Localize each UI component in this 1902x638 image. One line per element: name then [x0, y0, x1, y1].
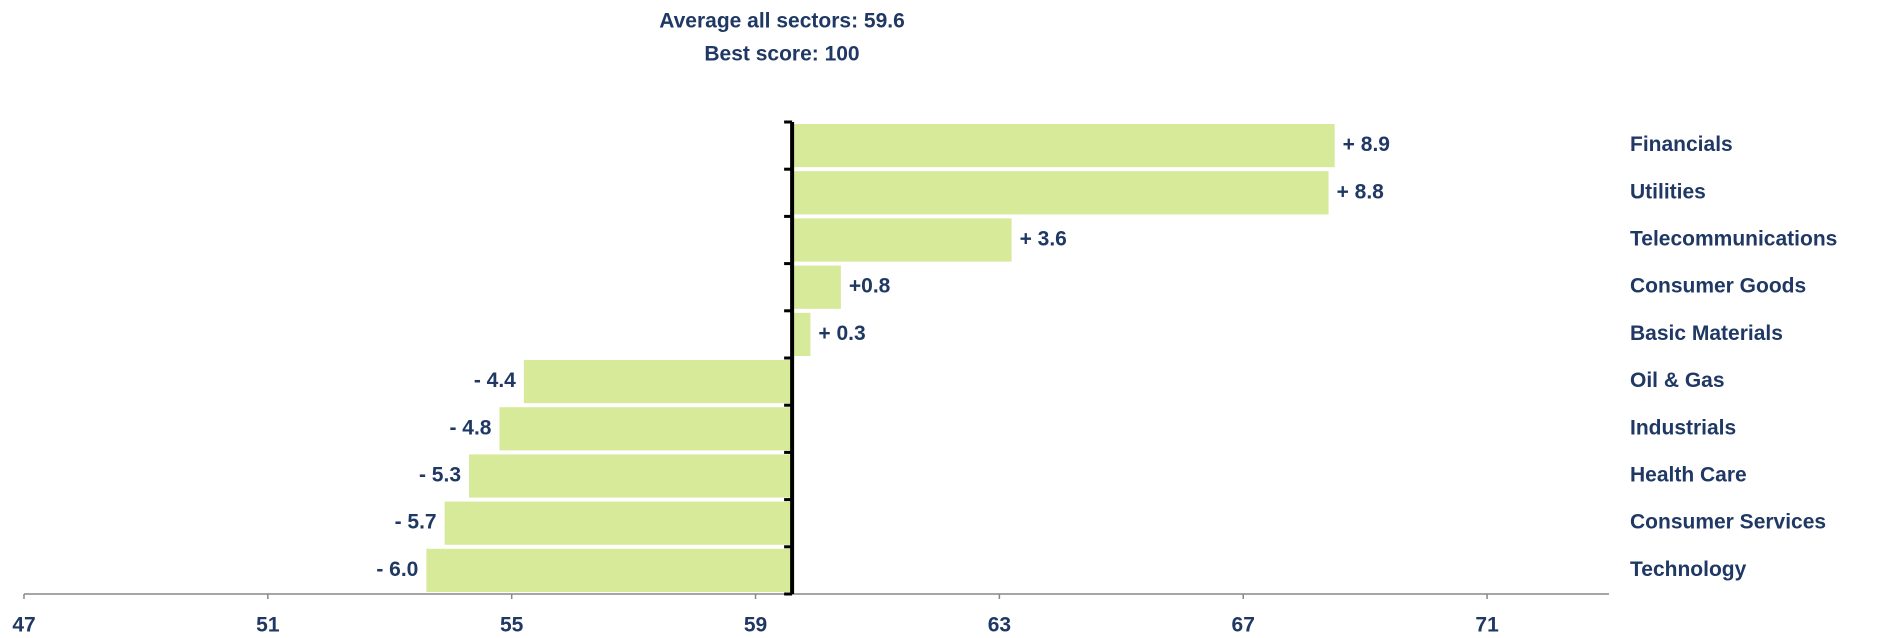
value-label: + 3.6 — [1020, 228, 1067, 251]
x-tick-label: 63 — [988, 614, 1011, 637]
category-label: Basic Materials — [1630, 322, 1783, 345]
value-label: + 8.8 — [1337, 180, 1385, 203]
bar — [469, 454, 793, 498]
category-label: Utilities — [1630, 180, 1706, 203]
category-label: Oil & Gas — [1630, 369, 1725, 392]
bar — [523, 360, 793, 404]
x-tick-label: 71 — [1475, 614, 1499, 637]
value-label: - 4.8 — [449, 416, 491, 439]
bar — [792, 312, 811, 356]
x-tick-label: 59 — [744, 614, 767, 637]
value-label: - 5.3 — [419, 464, 461, 487]
value-label: - 4.4 — [474, 369, 516, 392]
category-label: Technology — [1630, 558, 1747, 581]
category-label: Industrials — [1630, 416, 1736, 439]
bar — [444, 501, 793, 545]
chart-title: Average all sectors: 59.6 — [659, 10, 905, 33]
value-label: +0.8 — [849, 275, 891, 298]
value-label: + 8.9 — [1343, 133, 1390, 156]
bar — [426, 548, 793, 592]
value-label: + 0.3 — [818, 322, 865, 345]
category-label: Consumer Services — [1630, 511, 1826, 534]
x-tick-label: 67 — [1232, 614, 1255, 637]
x-tick-label: 55 — [500, 614, 524, 637]
bar — [792, 218, 1012, 262]
category-label: Health Care — [1630, 464, 1747, 487]
category-label: Financials — [1630, 133, 1733, 156]
bar — [792, 124, 1335, 168]
chart-subtitle: Best score: 100 — [704, 43, 859, 66]
x-tick-label: 47 — [12, 614, 35, 637]
category-label: Consumer Goods — [1630, 275, 1806, 298]
value-label: - 5.7 — [395, 511, 437, 534]
x-tick-label: 51 — [256, 614, 280, 637]
bar — [499, 407, 793, 451]
bar — [792, 171, 1329, 215]
category-label: Telecommunications — [1630, 228, 1837, 251]
bar — [792, 265, 841, 309]
value-label: - 6.0 — [376, 558, 418, 581]
